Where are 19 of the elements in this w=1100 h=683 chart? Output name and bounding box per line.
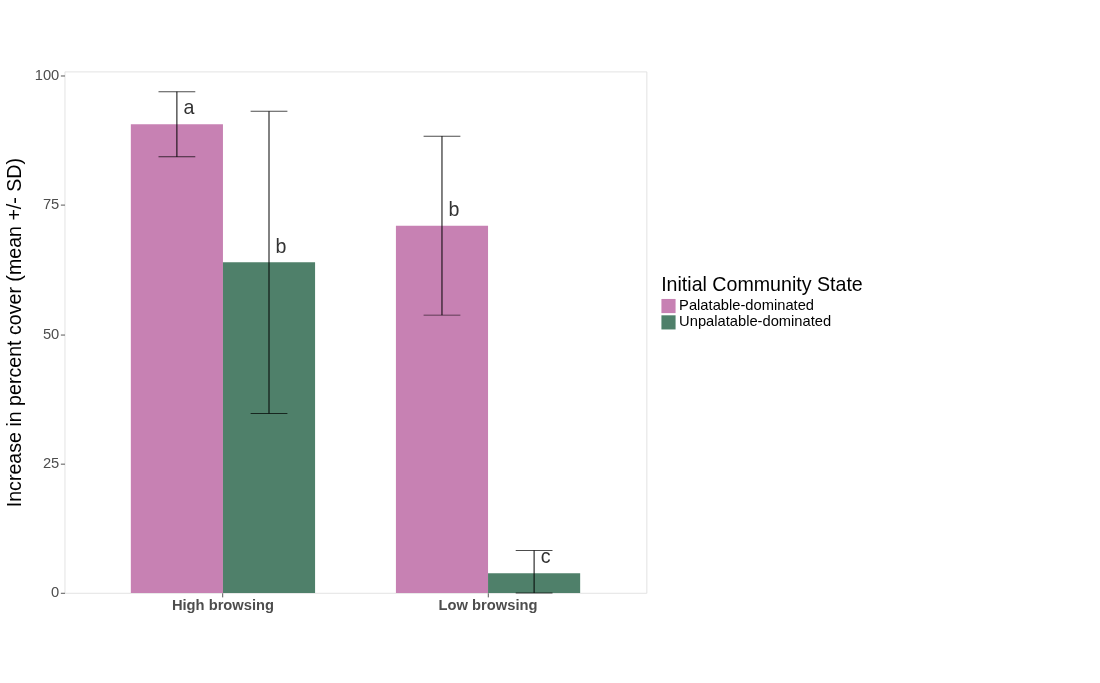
legend-title: Initial Community State <box>661 272 863 295</box>
annotation: b <box>448 197 460 220</box>
y-tick-label: 100 <box>34 67 60 84</box>
y-tick-label: 50 <box>42 325 60 342</box>
y-tick-label: 25 <box>42 455 60 472</box>
bar <box>222 262 316 593</box>
annotation: b <box>275 234 287 257</box>
legend-label: Unpalatable-dominated <box>679 313 832 330</box>
legend-label: Palatable-dominated <box>679 297 814 314</box>
y-axis-title: Increase in percent cover (mean +/- SD) <box>2 157 25 508</box>
annotation: a <box>183 96 195 119</box>
annotation: c <box>540 545 551 568</box>
bar <box>130 124 223 593</box>
bar <box>395 225 489 593</box>
y-tick-label: 0 <box>51 584 60 601</box>
x-tick-label: Low browsing <box>438 597 538 614</box>
bar <box>488 573 581 593</box>
y-tick-label: 75 <box>42 196 60 213</box>
x-tick-label: High browsing <box>171 597 275 614</box>
